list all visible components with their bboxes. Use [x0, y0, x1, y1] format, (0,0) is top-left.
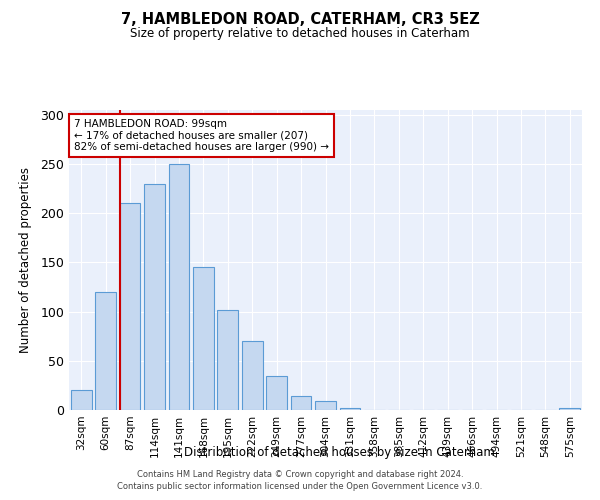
Bar [559, 408, 580, 410]
Bar [266, 376, 287, 410]
Text: 7, HAMBLEDON ROAD, CATERHAM, CR3 5EZ: 7, HAMBLEDON ROAD, CATERHAM, CR3 5EZ [121, 12, 479, 28]
Text: Size of property relative to detached houses in Caterham: Size of property relative to detached ho… [130, 28, 470, 40]
Text: Distribution of detached houses by size in Caterham: Distribution of detached houses by size … [184, 446, 494, 459]
Text: Contains HM Land Registry data © Crown copyright and database right 2024.: Contains HM Land Registry data © Crown c… [137, 470, 463, 479]
Bar [144, 184, 165, 410]
Bar [315, 401, 336, 410]
Bar [169, 164, 190, 410]
Bar [95, 292, 116, 410]
Y-axis label: Number of detached properties: Number of detached properties [19, 167, 32, 353]
Text: 7 HAMBLEDON ROAD: 99sqm
← 17% of detached houses are smaller (207)
82% of semi-d: 7 HAMBLEDON ROAD: 99sqm ← 17% of detache… [74, 119, 329, 152]
Bar [242, 341, 263, 410]
Bar [290, 396, 311, 410]
Bar [119, 204, 140, 410]
Bar [340, 408, 361, 410]
Bar [193, 268, 214, 410]
Text: Contains public sector information licensed under the Open Government Licence v3: Contains public sector information licen… [118, 482, 482, 491]
Bar [71, 390, 92, 410]
Bar [217, 310, 238, 410]
